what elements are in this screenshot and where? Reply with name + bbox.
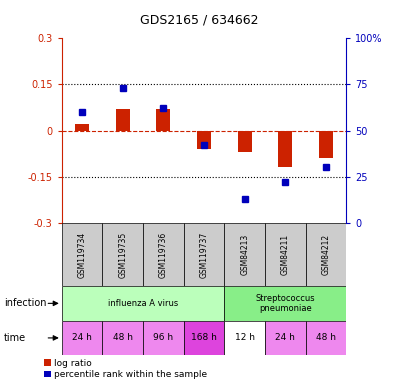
Bar (156, 109, 170, 131)
Text: 24 h: 24 h (275, 333, 295, 343)
Bar (75, 124, 89, 131)
Bar (224, 286, 346, 321)
Text: 48 h: 48 h (113, 333, 133, 343)
Bar (319, 131, 333, 158)
Bar (224, 321, 265, 355)
Text: GSM119737: GSM119737 (199, 231, 209, 278)
Bar (183, 321, 224, 355)
Text: GSM119736: GSM119736 (159, 231, 168, 278)
Bar (265, 321, 306, 355)
Bar (278, 131, 293, 167)
Bar (143, 223, 183, 286)
Bar (306, 321, 346, 355)
Text: 24 h: 24 h (72, 333, 92, 343)
Bar (62, 223, 102, 286)
Bar (306, 223, 346, 286)
Bar (224, 223, 265, 286)
Text: GSM84213: GSM84213 (240, 234, 249, 275)
Bar (102, 321, 143, 355)
Bar (102, 223, 143, 286)
Text: 96 h: 96 h (153, 333, 174, 343)
Text: Streptococcus
pneumoniae: Streptococcus pneumoniae (256, 294, 315, 313)
Text: time: time (4, 333, 26, 343)
Text: 168 h: 168 h (191, 333, 217, 343)
Text: GDS2165 / 634662: GDS2165 / 634662 (140, 13, 258, 26)
Bar (197, 131, 211, 149)
Text: 12 h: 12 h (235, 333, 255, 343)
Bar (115, 109, 130, 131)
Text: GSM119735: GSM119735 (118, 231, 127, 278)
Bar (238, 131, 252, 152)
Text: infection: infection (4, 298, 47, 308)
Legend: log ratio, percentile rank within the sample: log ratio, percentile rank within the sa… (44, 359, 207, 379)
Bar (265, 223, 306, 286)
Bar (62, 321, 102, 355)
Text: GSM119734: GSM119734 (78, 231, 86, 278)
Bar (143, 321, 183, 355)
Text: GSM84211: GSM84211 (281, 234, 290, 275)
Text: influenza A virus: influenza A virus (108, 299, 178, 308)
Bar (183, 223, 224, 286)
Bar (62, 286, 224, 321)
Text: 48 h: 48 h (316, 333, 336, 343)
Text: GSM84212: GSM84212 (322, 234, 330, 275)
